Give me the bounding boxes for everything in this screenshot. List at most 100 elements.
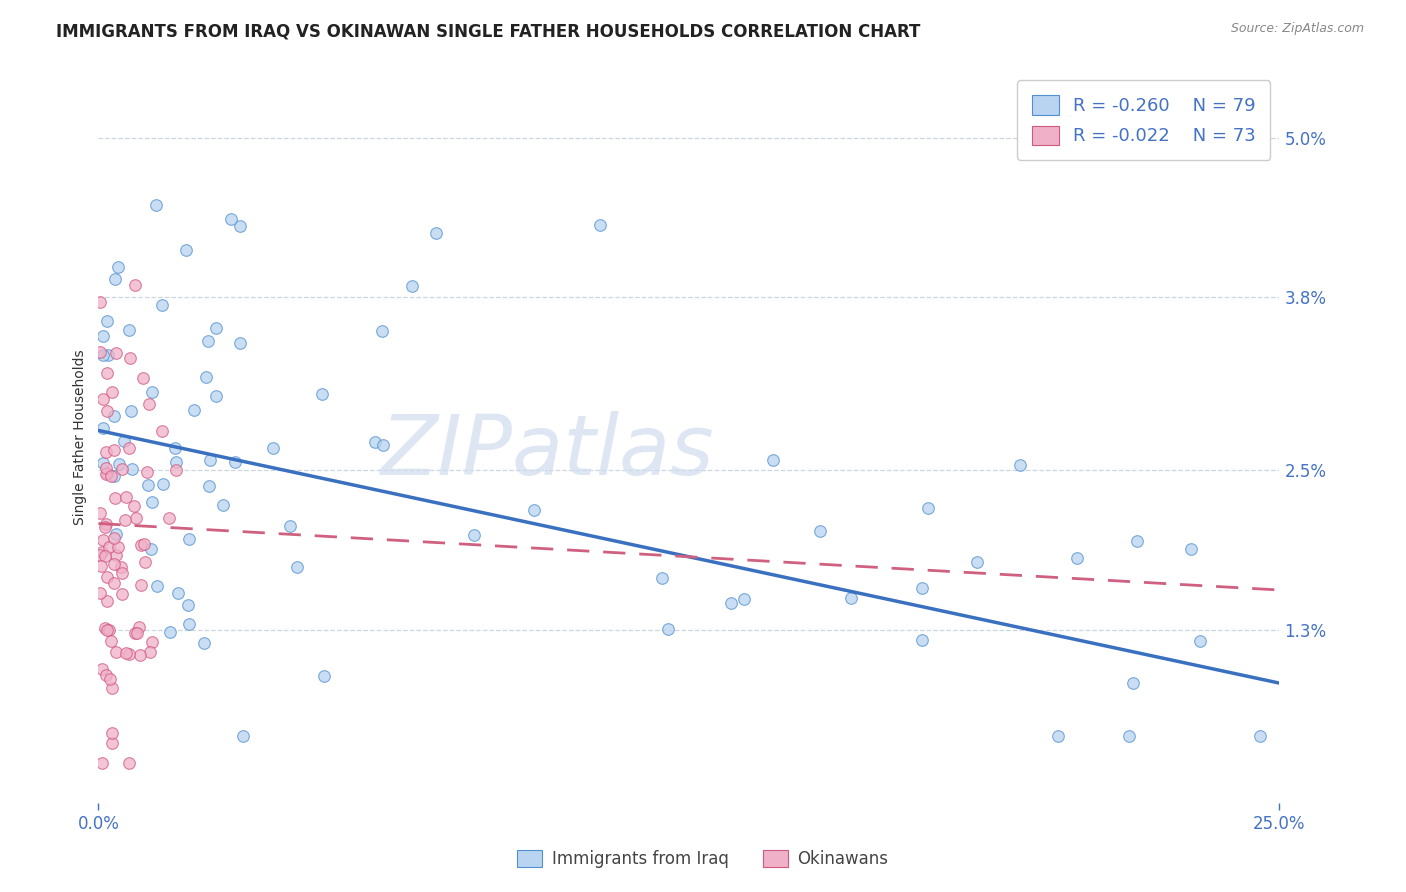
Point [150,298,173,312]
Point [134,555,156,569]
Point [287,560,309,574]
Point [224,455,246,469]
Point [159,624,181,639]
Point [911,581,934,595]
Point [262,442,284,456]
Point [229,335,252,350]
Point [129,648,152,663]
Point [165,455,187,469]
Point [96,314,118,328]
Y-axis label: Single Father Households: Single Father Households [73,350,87,524]
Point [135,466,157,480]
Point [100,634,122,648]
Point [198,479,221,493]
Point [174,244,197,258]
Point [839,591,862,605]
Point [228,219,250,233]
Point [104,527,127,541]
Point [141,634,163,648]
Point [124,277,146,292]
Point [101,736,124,750]
Point [808,524,831,538]
Point [97,348,120,362]
Point [105,645,128,659]
Text: ZIPatlas: ZIPatlas [381,411,714,492]
Point [91,392,114,407]
Point [139,645,162,659]
Point [152,476,174,491]
Point [966,555,988,569]
Point [96,570,118,584]
Point [138,397,160,411]
Point [401,279,423,293]
Point [193,635,215,649]
Point [197,334,219,349]
Point [108,457,131,471]
Point [157,511,180,525]
Point [221,212,243,227]
Point [94,444,117,458]
Point [183,403,205,417]
Point [111,566,134,580]
Point [103,576,125,591]
Point [911,632,934,647]
Point [112,434,135,448]
Point [96,366,118,380]
Point [89,506,111,520]
Point [94,516,117,531]
Point [1010,458,1032,472]
Point [107,260,129,275]
Point [129,538,152,552]
Point [589,218,612,232]
Point [364,434,387,449]
Point [1122,676,1144,690]
Point [132,370,155,384]
Point [91,329,114,343]
Point [145,198,167,212]
Point [425,226,447,240]
Point [651,570,673,584]
Point [232,729,254,743]
Point [371,324,394,338]
Point [89,548,111,562]
Point [111,587,134,601]
Point [94,467,117,481]
Point [111,462,134,476]
Point [114,513,136,527]
Point [179,616,201,631]
Point [311,386,333,401]
Point [101,725,124,739]
Point [103,409,125,424]
Point [314,669,336,683]
Point [124,625,146,640]
Point [762,453,785,467]
Point [110,559,132,574]
Point [177,532,200,546]
Point [105,345,128,359]
Point [91,421,114,435]
Point [96,623,118,637]
Point [91,662,114,676]
Point [115,490,138,504]
Text: Source: ZipAtlas.com: Source: ZipAtlas.com [1230,22,1364,36]
Point [139,542,162,557]
Point [91,533,114,547]
Point [94,621,117,635]
Point [103,442,125,457]
Point [118,647,141,661]
Point [720,596,742,610]
Point [94,668,117,682]
Point [104,548,127,562]
Point [89,294,111,309]
Point [1180,542,1202,557]
Point [103,557,125,571]
Point [167,586,190,600]
Point [177,598,200,612]
Point [1250,729,1272,743]
Point [657,622,679,636]
Point [205,320,228,334]
Point [104,271,127,285]
Point [128,620,150,634]
Point [198,452,221,467]
Point [91,456,114,470]
